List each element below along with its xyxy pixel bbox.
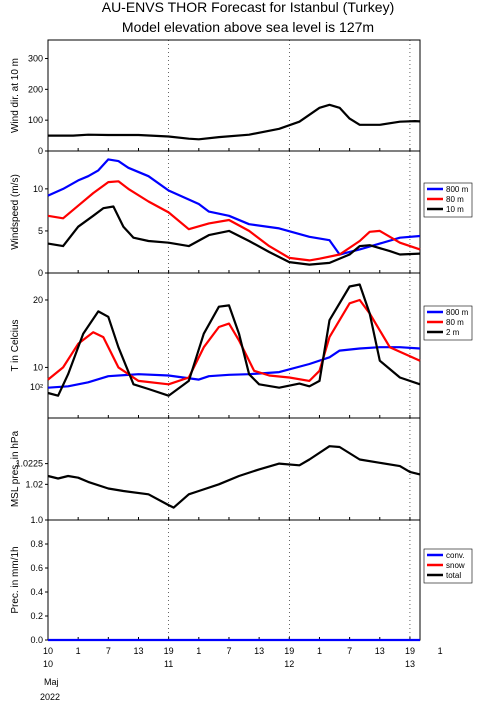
panel-frame	[47, 417, 421, 521]
y-tick-label: 10	[33, 362, 43, 372]
y-axis-label: T in Celcius	[10, 319, 21, 371]
panel-frame	[47, 150, 421, 274]
x-hour-label: 7	[226, 646, 231, 656]
legend-label: 800 m	[446, 308, 469, 317]
series-line-800-m	[47, 158, 421, 256]
y-tick-label: 0.6	[30, 563, 43, 573]
panel-2: 0 5 10 Windspeed (m/s) 800 m80 m10 m	[10, 150, 473, 278]
y-tick-label: 5	[38, 226, 43, 236]
legend-label: 2 m	[446, 328, 460, 337]
y-axis-label: Windspeed (m/s)	[10, 174, 21, 250]
x-hour-label: 7	[347, 646, 352, 656]
y-extra-label: 10²	[30, 382, 43, 392]
y-tick-label: 10	[33, 184, 43, 194]
y-tick-label: 200	[28, 84, 43, 94]
series-line-800-m	[47, 346, 421, 389]
legend-label: snow	[446, 561, 465, 570]
x-year-label: 2022	[40, 692, 60, 701]
panel-3: 10 20 10² T in Celcius 800 m80 m2 m	[10, 272, 473, 419]
panel-1: 0 100 200 300 Wind dir. at 10 m	[10, 39, 421, 156]
y-tick-label: 20	[33, 295, 43, 305]
y-tick-label: 0	[38, 268, 43, 278]
legend-label: 80 m	[446, 318, 464, 327]
x-month-label: Maj	[44, 677, 59, 687]
legend-label: total	[446, 571, 461, 580]
x-hour-label: 13	[133, 646, 143, 656]
y-tick-label: 100	[28, 115, 43, 125]
x-hour-label: 13	[254, 646, 264, 656]
x-hour-label: 13	[375, 646, 385, 656]
y-tick-label: 0.8	[30, 539, 43, 549]
legend-label: 80 m	[446, 195, 464, 204]
series-line-80-m	[47, 298, 421, 386]
y-tick-label: 0	[38, 146, 43, 156]
series-line-80-m	[47, 180, 421, 262]
y-tick-label: 1.0	[30, 515, 43, 525]
y-tick-label: 0.0	[30, 635, 43, 645]
series-line-main	[47, 445, 421, 509]
x-hour-label: 19	[284, 646, 294, 656]
legend: 800 m80 m10 m	[423, 182, 473, 218]
x-hour-label: 19	[164, 646, 174, 656]
legend-label: 10 m	[446, 205, 464, 214]
x-hour-label: 1	[76, 646, 81, 656]
panel-5: 0.0 0.2 0.4 0.6 0.8 1.0 Prec. in mm/1h conv.sno…	[10, 515, 473, 645]
y-axis-label: Wind dir. at 10 m	[10, 58, 21, 133]
x-day-label: 13	[405, 659, 415, 669]
panel-frame	[47, 519, 421, 641]
x-day-label: 12	[284, 659, 294, 669]
y-tick-label: 1.0225	[15, 459, 43, 469]
x-hour-label: 1	[196, 646, 201, 656]
legend-label: conv.	[446, 551, 465, 560]
x-hour-label: 1	[438, 646, 443, 656]
x-day-label: 11	[164, 659, 173, 669]
x-hour-label: 1	[317, 646, 322, 656]
y-tick-label: 1.02	[25, 479, 43, 489]
y-tick-label: 300	[28, 54, 43, 64]
y-tick-label: 0.4	[30, 587, 43, 597]
series-line-10-m	[47, 205, 421, 266]
x-hour-label: 19	[405, 646, 415, 656]
chart-title-line1: AU-ENVS THOR Forecast for Istanbul (Turk…	[102, 0, 395, 15]
series-line-2-m	[47, 283, 421, 397]
series-line-main	[48, 103, 421, 141]
y-tick-label: 0.2	[30, 611, 43, 621]
x-hour-label: 10	[43, 646, 53, 656]
y-axis-label: MSL pres. in hPa	[10, 430, 21, 507]
x-hour-label: 7	[106, 646, 111, 656]
legend: 800 m80 m2 m	[423, 305, 473, 341]
legend-label: 800 m	[446, 185, 469, 194]
chart-title-line2: Model elevation above sea level is 127m	[122, 19, 374, 35]
x-day-label: 10	[43, 659, 53, 669]
y-axis-label: Prec. in mm/1h	[10, 546, 21, 613]
